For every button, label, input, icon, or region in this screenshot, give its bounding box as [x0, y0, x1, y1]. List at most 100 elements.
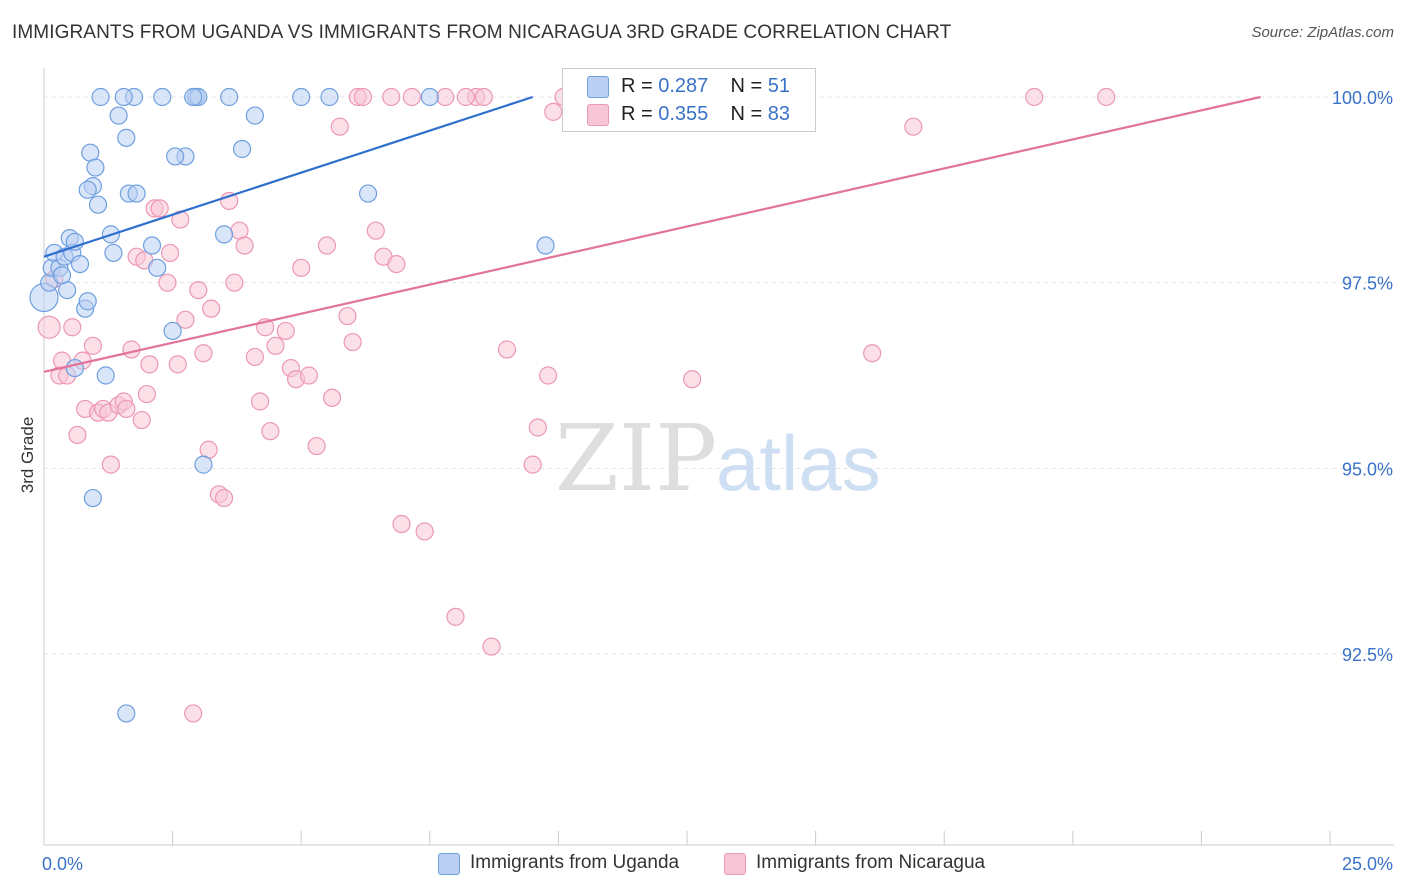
- uganda-point: [96, 366, 115, 385]
- nicaragua-swatch: [587, 104, 609, 126]
- nicaragua-point: [317, 236, 337, 255]
- nicaragua-point: [539, 366, 558, 385]
- watermark-atlas: atlas: [716, 419, 881, 507]
- nicaragua-point: [497, 340, 517, 359]
- uganda-legend-swatch: [438, 853, 460, 875]
- nicaragua-point: [523, 455, 542, 474]
- nicaragua-point: [140, 355, 159, 374]
- uganda-point: [114, 87, 133, 107]
- nicaragua-point: [189, 280, 208, 300]
- uganda-point: [232, 139, 252, 159]
- nicaragua-point: [68, 425, 87, 445]
- chart-title: IMMIGRANTS FROM UGANDA VS IMMIGRANTS FRO…: [12, 22, 952, 43]
- legend-label-nicaragua: Immigrants from Nicaragua: [756, 852, 986, 873]
- nicaragua-point: [446, 607, 465, 626]
- nicaragua-point: [863, 344, 882, 363]
- nicaragua-point: [202, 299, 221, 318]
- y-tick-label: 95.0%: [1342, 459, 1393, 479]
- nicaragua-point: [63, 318, 82, 337]
- tick-labels: 92.5% 95.0% 97.5% 100.0% 0.0% 25.0%: [42, 88, 1393, 874]
- nicaragua-point: [307, 436, 326, 456]
- nicaragua-point: [235, 236, 254, 255]
- nicaragua-point: [299, 366, 319, 385]
- nicaragua-point: [250, 392, 270, 411]
- zipatlas-watermark: ZIP atlas: [555, 405, 881, 512]
- nicaragua-trend-line: [43, 95, 1261, 373]
- nicaragua-point: [261, 422, 280, 441]
- grid-lines: [44, 96, 1394, 655]
- uganda-point: [184, 87, 203, 107]
- uganda-point: [86, 158, 105, 177]
- uganda-point: [163, 321, 182, 341]
- nicaragua-point: [382, 87, 401, 107]
- uganda-point: [292, 87, 311, 107]
- uganda-point: [65, 358, 84, 378]
- nicaragua-legend-swatch: [724, 853, 746, 875]
- uganda-point: [245, 106, 265, 125]
- stats-legend: R = 0.287 N = 51 R = 0.355 N = 83: [562, 68, 816, 132]
- nicaragua-point: [366, 221, 385, 240]
- x-tick-label: 25.0%: [1342, 854, 1393, 874]
- axes: [43, 68, 1394, 846]
- nicaragua-point: [225, 273, 244, 292]
- nicaragua-point: [117, 399, 136, 419]
- uganda-point: [214, 225, 234, 244]
- legend-label-uganda: Immigrants from Uganda: [470, 852, 680, 873]
- nicaragua-point: [122, 340, 141, 359]
- uganda-point: [358, 184, 378, 203]
- nicaragua-point: [544, 102, 563, 121]
- y-axis-label: 3rd Grade: [18, 417, 37, 494]
- nicaragua-point: [1097, 87, 1116, 107]
- nicaragua-point: [482, 637, 501, 656]
- nicaragua-point: [137, 384, 156, 404]
- watermark-zip: ZIP: [555, 405, 717, 512]
- nicaragua-point: [266, 336, 285, 355]
- nicaragua-point: [904, 117, 923, 136]
- nicaragua-point: [402, 87, 421, 107]
- n-label: N =: [730, 103, 763, 125]
- nicaragua-point: [168, 355, 187, 374]
- y-tick-label: 100.0%: [1332, 88, 1393, 108]
- x-tick-label: 0.0%: [42, 854, 83, 874]
- nicaragua-point: [528, 418, 547, 437]
- nicaragua-point: [436, 87, 455, 107]
- nicaragua-points: [37, 87, 1116, 723]
- r-value: 0.287: [658, 75, 709, 97]
- nicaragua-point: [1025, 87, 1044, 107]
- nicaragua-point: [160, 243, 180, 263]
- uganda-swatch: [587, 76, 609, 98]
- trend-lines: [43, 95, 1261, 373]
- nicaragua-point: [158, 273, 177, 292]
- nicaragua-point: [37, 315, 61, 339]
- nicaragua-point: [330, 117, 349, 136]
- nicaragua-point: [338, 306, 357, 326]
- uganda-point: [52, 266, 72, 285]
- source-label: Source: ZipAtlas.com: [1251, 24, 1394, 41]
- nicaragua-point: [83, 336, 102, 355]
- uganda-point: [142, 236, 162, 255]
- uganda-point: [220, 87, 239, 107]
- uganda-point: [117, 128, 136, 147]
- nicaragua-point: [474, 87, 493, 107]
- stats-legend-row-uganda: R = 0.287 N = 51: [563, 71, 815, 101]
- nicaragua-point: [176, 310, 195, 329]
- nicaragua-point: [184, 704, 203, 723]
- n-value: 51: [767, 75, 791, 97]
- uganda-trend-line: [43, 95, 534, 258]
- uganda-point: [78, 292, 97, 311]
- r-label: R =: [621, 75, 653, 97]
- uganda-point: [148, 258, 167, 277]
- nicaragua-point: [132, 410, 151, 430]
- uganda-point: [109, 106, 128, 125]
- nicaragua-point: [456, 87, 475, 107]
- uganda-point: [83, 488, 102, 508]
- nicaragua-point: [353, 87, 373, 107]
- nicaragua-point: [245, 347, 265, 367]
- uganda-point: [420, 87, 439, 107]
- uganda-point: [104, 243, 123, 263]
- uganda-point: [320, 87, 339, 107]
- nicaragua-point: [387, 255, 406, 274]
- nicaragua-point: [415, 522, 434, 541]
- nicaragua-point: [392, 514, 411, 534]
